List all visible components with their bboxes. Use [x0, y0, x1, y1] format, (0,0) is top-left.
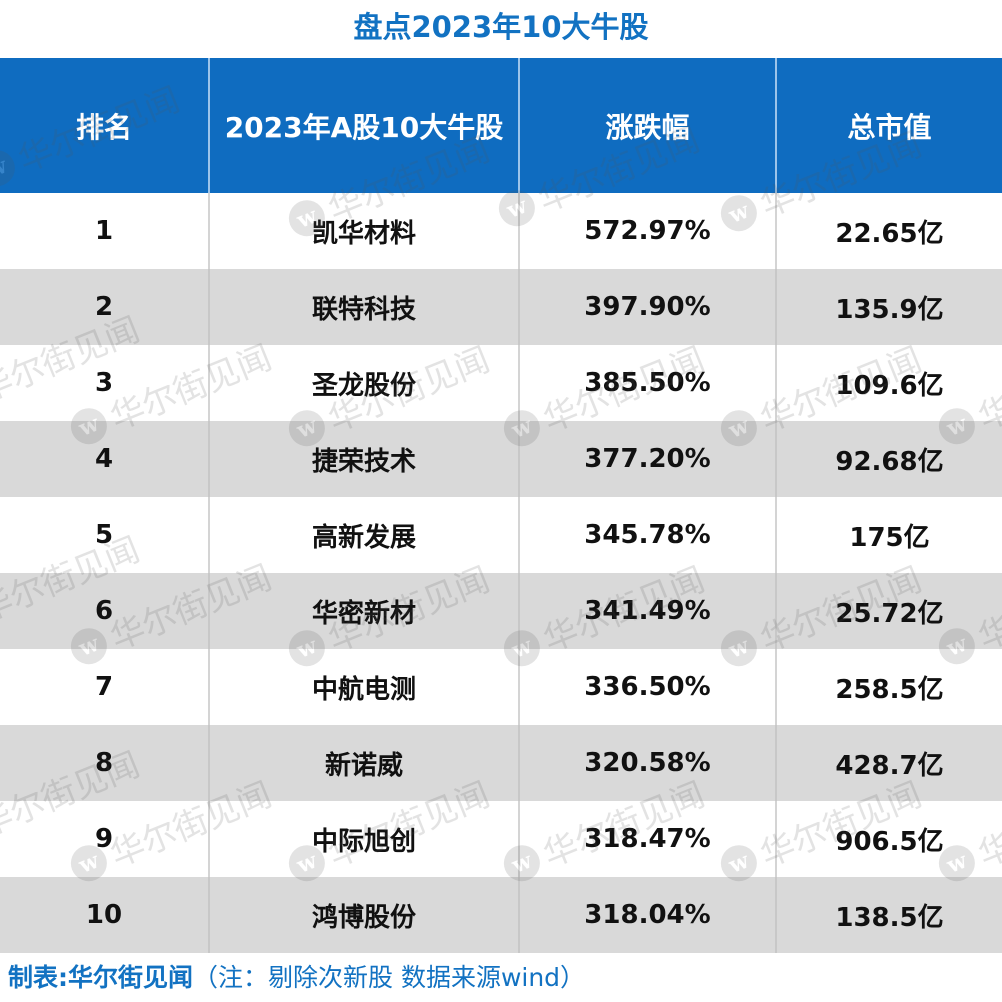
change-cell: 320.58%: [518, 725, 775, 801]
table-row: 1 凯华材料 572.97% 22.65亿: [0, 193, 1002, 269]
table-row: 8 新诺威 320.58% 428.7亿: [0, 725, 1002, 801]
stock-name-cell: 高新发展: [208, 497, 518, 573]
market-cap-cell: 138.5亿: [775, 877, 1002, 953]
source-note: （注：剔除次新股 数据来源wind）: [193, 963, 586, 992]
stock-name-cell: 华密新材: [208, 573, 518, 649]
table-row: 2 联特科技 397.90% 135.9亿: [0, 269, 1002, 345]
change-cell: 341.49%: [518, 573, 775, 649]
change-cell: 385.50%: [518, 345, 775, 421]
table-row: 3 圣龙股份 385.50% 109.6亿: [0, 345, 1002, 421]
market-cap-cell: 175亿: [775, 497, 1002, 573]
market-cap-cell: 25.72亿: [775, 573, 1002, 649]
market-cap-cell: 109.6亿: [775, 345, 1002, 421]
rank-cell: 10: [85, 900, 123, 930]
market-cap-cell: 135.9亿: [775, 269, 1002, 345]
stock-name-cell: 中航电测: [208, 649, 518, 725]
change-cell: 318.04%: [518, 877, 775, 953]
stock-name-cell: 鸿博股份: [208, 877, 518, 953]
header-market-cap: 总市值: [775, 58, 1002, 193]
header-change: 涨跌幅: [518, 58, 775, 193]
table-row: 9 中际旭创 318.47% 906.5亿: [0, 801, 1002, 877]
table-row: 5 高新发展 345.78% 175亿: [0, 497, 1002, 573]
stock-table: 排名 2023年A股10大牛股 涨跌幅 总市值 1 凯华材料 572.97% 2…: [0, 58, 1002, 953]
stock-name-cell: 捷荣技术: [208, 421, 518, 497]
market-cap-cell: 92.68亿: [775, 421, 1002, 497]
change-cell: 397.90%: [518, 269, 775, 345]
change-cell: 336.50%: [518, 649, 775, 725]
table-footer: 制表:华尔街见闻（注：剔除次新股 数据来源wind）: [8, 958, 585, 998]
table-row: 4 捷荣技术 377.20% 92.68亿: [0, 421, 1002, 497]
rank-cell: 5: [94, 520, 114, 550]
page-title: 盘点2023年10大牛股: [353, 10, 649, 44]
stock-name-cell: 联特科技: [208, 269, 518, 345]
rank-cell: 4: [94, 444, 114, 474]
market-cap-cell: 906.5亿: [775, 801, 1002, 877]
market-cap-cell: 22.65亿: [775, 193, 1002, 269]
change-cell: 318.47%: [518, 801, 775, 877]
rank-cell: 8: [94, 748, 114, 778]
rank-cell: 9: [94, 824, 114, 854]
stock-name-cell: 圣龙股份: [208, 345, 518, 421]
rank-cell: 3: [94, 368, 114, 398]
header-stock: 2023年A股10大牛股: [208, 58, 518, 193]
stock-name-cell: 新诺威: [208, 725, 518, 801]
market-cap-cell: 258.5亿: [775, 649, 1002, 725]
table-row: 7 中航电测 336.50% 258.5亿: [0, 649, 1002, 725]
rank-cell: 2: [94, 292, 114, 322]
stock-name-cell: 凯华材料: [208, 193, 518, 269]
market-cap-cell: 428.7亿: [775, 725, 1002, 801]
rank-cell: 6: [94, 596, 114, 626]
rank-cell: 7: [94, 672, 114, 702]
stock-name-cell: 中际旭创: [208, 801, 518, 877]
header-rank: 排名: [75, 110, 132, 144]
table-header: 排名 2023年A股10大牛股 涨跌幅 总市值: [0, 58, 1002, 193]
table-row: 6 华密新材 341.49% 25.72亿: [0, 573, 1002, 649]
change-cell: 572.97%: [518, 193, 775, 269]
change-cell: 377.20%: [518, 421, 775, 497]
rank-cell: 1: [94, 216, 114, 246]
credit-text: 制表:华尔街见闻: [8, 963, 193, 992]
change-cell: 345.78%: [518, 497, 775, 573]
table-row: 10 鸿博股份 318.04% 138.5亿: [0, 877, 1002, 953]
